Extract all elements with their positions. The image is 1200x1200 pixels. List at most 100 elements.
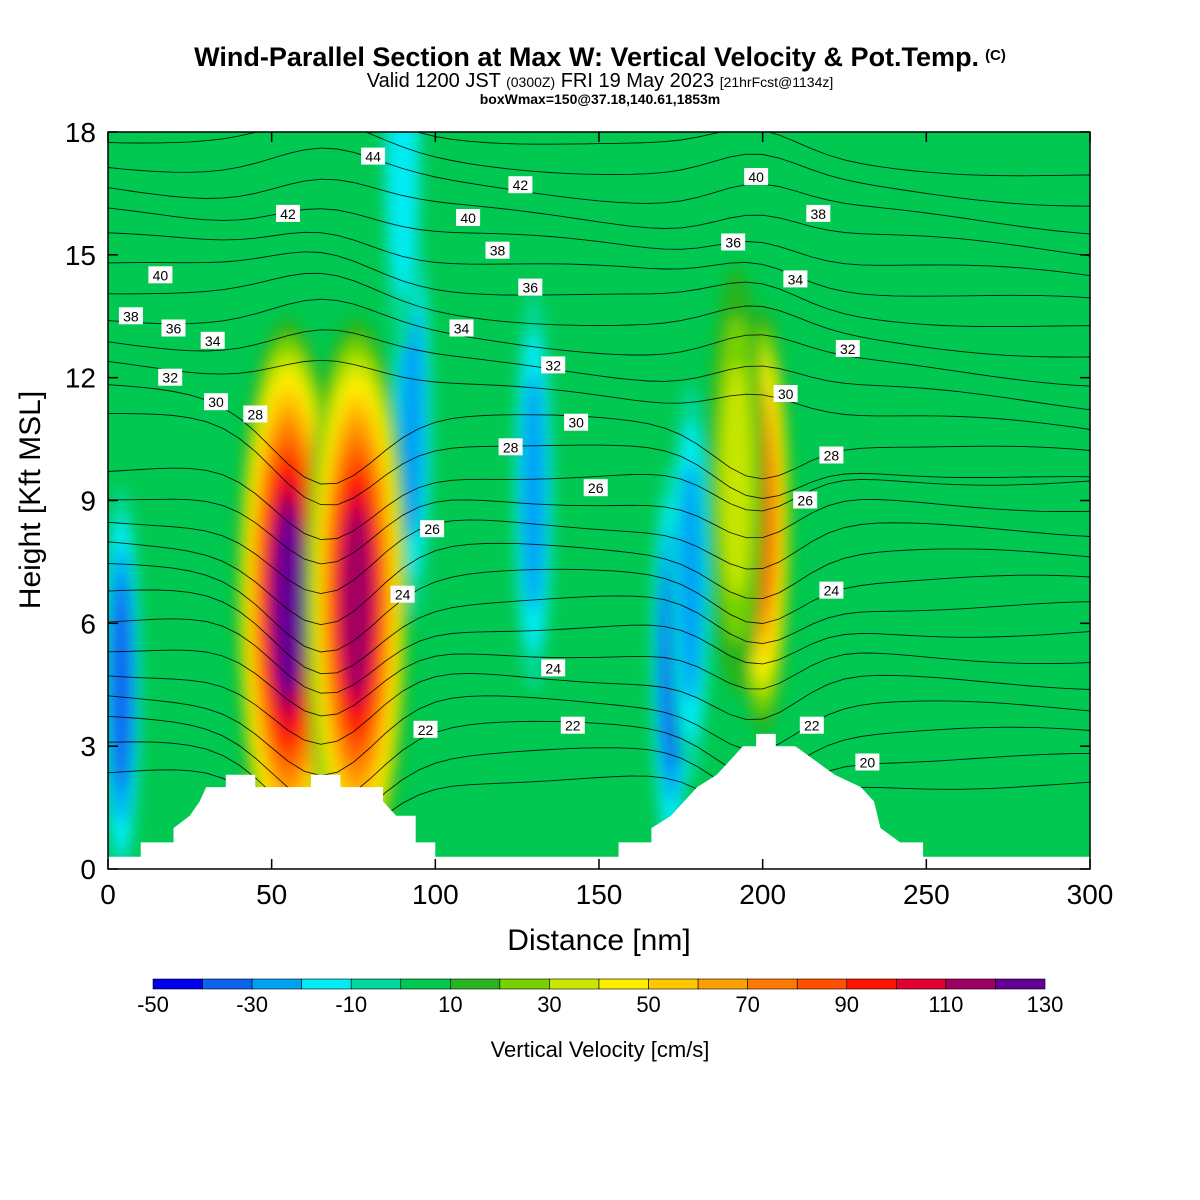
colorbar-tick-label: 10 (438, 992, 462, 1017)
theta-label-bg (148, 266, 173, 284)
theta-label-11: 36 (721, 233, 746, 251)
colorbar-tick-label: 30 (537, 992, 561, 1017)
theta-label-text: 26 (588, 480, 604, 496)
colorbar-swatch (152, 978, 203, 990)
downdraft-cell-0-band-3 (110, 578, 132, 792)
theta-label-bg (508, 176, 533, 194)
x-tick-label: 50 (256, 879, 287, 910)
theta-label-bg (793, 491, 818, 509)
theta-label-bg (449, 319, 474, 337)
colorbar-swatch (202, 978, 253, 990)
theta-label-3: 40 (148, 266, 173, 284)
theta-label-bg (835, 340, 860, 357)
theta-contour-line (108, 695, 1090, 776)
colorbar-tick-label: 130 (1027, 992, 1064, 1017)
theta-label-20: 30 (773, 385, 798, 402)
title-text: Wind-Parallel Section at Max W: Vertical… (194, 42, 980, 72)
theta-label-text: 24 (395, 587, 411, 603)
theta-contour-line (108, 467, 1090, 541)
theta-label-text: 36 (523, 280, 539, 296)
theta-contour-line (415, 132, 1090, 177)
colorbar-title: Vertical Velocity [cm/s] (491, 1037, 710, 1062)
colorbar-swatch (499, 978, 550, 990)
theta-contour-line (108, 329, 1090, 411)
theta-contour-line (108, 649, 1090, 717)
theta-contour-line (108, 298, 1090, 387)
theta-label-text: 30 (778, 386, 794, 402)
theta-label-17: 32 (835, 340, 860, 357)
theta-label-text: 24 (824, 583, 840, 599)
theta-label-text: 26 (797, 493, 813, 509)
theta-label-28: 24 (541, 659, 566, 677)
theta-label-7: 38 (485, 241, 510, 259)
y-tick-label: 9 (80, 486, 96, 517)
colorbar-swatch (301, 978, 352, 990)
colorbar-tick-label: 70 (735, 992, 759, 1017)
theta-label-bg (243, 405, 268, 423)
theta-contour-line (108, 715, 1090, 805)
updraft-cell-1-band-10 (341, 508, 372, 698)
theta-label-text: 30 (208, 394, 224, 410)
theta-contour-line (108, 672, 1090, 745)
theta-label-14: 34 (783, 270, 808, 288)
colorbar-swatch (251, 978, 302, 990)
theta-label-text: 28 (503, 439, 519, 455)
theta-label-bg (541, 356, 566, 374)
colorbar-swatch (846, 978, 897, 990)
colorbar-swatch (747, 978, 798, 990)
x-tick-label: 100 (412, 879, 459, 910)
theta-label-6: 38 (118, 307, 143, 325)
theta-label-text: 36 (725, 235, 741, 251)
theta-contour-line (108, 589, 1090, 675)
theta-label-text: 44 (365, 149, 381, 165)
theta-contour-line (108, 384, 1090, 485)
theta-label-bg (158, 368, 183, 386)
forecast-info: [21hrFcst@1134z] (719, 74, 834, 90)
theta-label-16: 32 (541, 356, 566, 374)
colorbar-tick-label: 50 (636, 992, 660, 1017)
boxwmax-info: boxWmax=150@37.18,140.61,1853m (479, 91, 721, 107)
updraft-cell-0-band-11 (273, 510, 303, 696)
theta-label-bg (783, 270, 808, 288)
theta-label-18: 30 (204, 393, 228, 411)
theta-label-text: 26 (424, 521, 440, 537)
valid-date: FRI 19 May 2023 (560, 70, 715, 92)
theta-label-19: 30 (564, 413, 589, 431)
x-axis: 0 50 100 150 200 250 300 (100, 132, 1113, 910)
theta-label-27: 24 (390, 585, 415, 603)
theta-label-24: 26 (420, 520, 445, 538)
theta-contour-line (108, 231, 1090, 299)
x-tick-label: 250 (903, 879, 950, 910)
theta-label-2: 42 (508, 176, 533, 194)
theta-contour-line (108, 132, 1090, 207)
theta-label-13: 34 (449, 319, 474, 337)
theta-label-25: 26 (583, 479, 608, 497)
theta-label-22: 28 (498, 438, 523, 456)
theta-label-text: 30 (568, 415, 584, 431)
colorbar-swatch (896, 978, 947, 990)
downdraft-cell-4-band-2 (678, 462, 703, 703)
theta-label-text: 38 (811, 206, 827, 222)
y-tick-label: 12 (65, 363, 96, 394)
theta-label-32: 22 (799, 716, 824, 734)
colorbar-swatch (796, 978, 848, 990)
theta-contour-line (108, 359, 1090, 430)
colorbar-tick-label: -30 (236, 992, 268, 1017)
colorbar-swatch (450, 978, 501, 990)
y-axis-label: Height [Kft MSL] (14, 391, 47, 609)
velocity-cells (108, 132, 792, 869)
updraft-cell-3-band-2 (721, 364, 752, 597)
theta-label-text: 38 (123, 308, 139, 324)
theta-contour-line (108, 618, 1090, 694)
theta-label-text: 42 (280, 206, 296, 222)
y-tick-label: 0 (80, 854, 96, 885)
chart-title: Wind-Parallel Section at Max W: Vertical… (0, 42, 1200, 73)
theta-label-text: 34 (788, 271, 804, 287)
theta-contour-line (108, 541, 1090, 626)
theta-label-text: 40 (748, 169, 764, 185)
theta-contour-line (108, 563, 1090, 653)
copyright-mark: (C) (985, 47, 1006, 64)
downdraft-cell-5-band-1 (388, 132, 417, 297)
colorbar-swatch (697, 978, 748, 990)
theta-contour-line (108, 519, 1090, 595)
